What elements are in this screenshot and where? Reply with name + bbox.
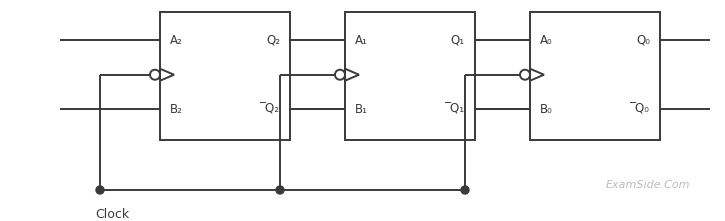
- Bar: [160, 12, 290, 140]
- Text: B₂: B₂: [170, 103, 183, 116]
- Text: Q₀: Q₀: [636, 34, 650, 47]
- Circle shape: [276, 186, 284, 194]
- Circle shape: [461, 186, 469, 194]
- Bar: [530, 12, 660, 140]
- Text: Q₂: Q₂: [266, 34, 280, 47]
- Text: ̅Q₂: ̅Q₂: [266, 103, 280, 116]
- Text: A₁: A₁: [355, 34, 368, 47]
- Text: ̅Q₀: ̅Q₀: [636, 103, 650, 116]
- Text: A₂: A₂: [170, 34, 183, 47]
- Text: ̅Q₁: ̅Q₁: [451, 103, 465, 116]
- Circle shape: [96, 186, 104, 194]
- Bar: [345, 12, 475, 140]
- Text: B₁: B₁: [355, 103, 368, 116]
- Text: ExamSide.Com: ExamSide.Com: [605, 180, 690, 190]
- Text: A₀: A₀: [540, 34, 552, 47]
- Text: Q₁: Q₁: [451, 34, 465, 47]
- Text: Clock: Clock: [95, 208, 129, 221]
- Text: B₀: B₀: [540, 103, 552, 116]
